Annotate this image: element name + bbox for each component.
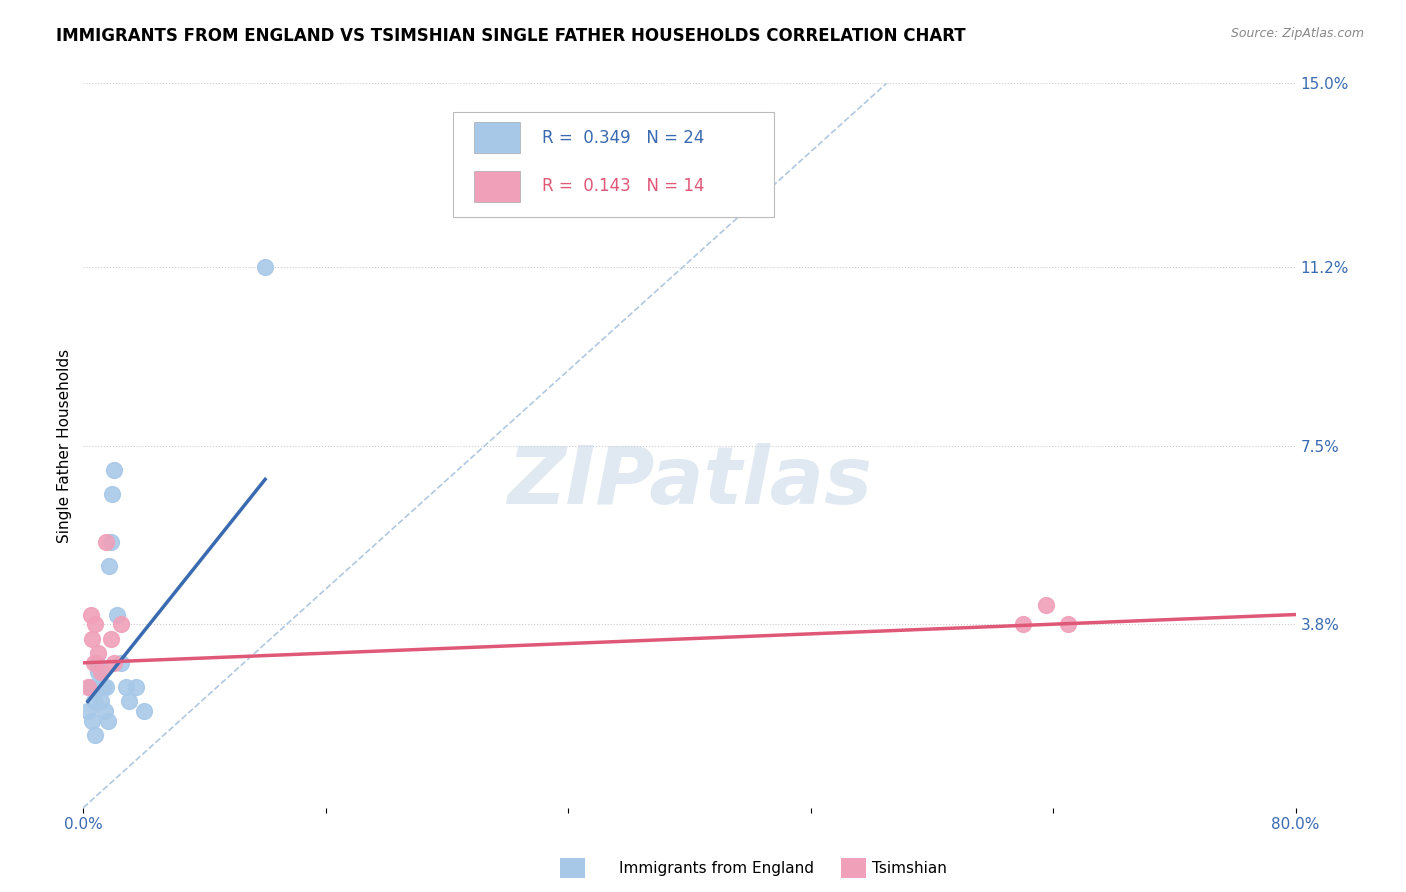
Point — [101, 487, 124, 501]
Text: Source: ZipAtlas.com: Source: ZipAtlas.com — [1230, 27, 1364, 40]
Point — [80, 680, 103, 694]
Point — [103, 463, 125, 477]
Point — [91, 680, 114, 694]
Y-axis label: Single Father Households: Single Father Households — [58, 349, 72, 542]
Bar — [474, 122, 520, 153]
Point — [100, 632, 122, 646]
Point — [100, 535, 122, 549]
Point — [82, 714, 104, 728]
Point — [1057, 617, 1080, 632]
Point — [82, 632, 104, 646]
Point — [90, 694, 112, 708]
Point — [254, 260, 277, 274]
Point — [86, 656, 108, 670]
Point — [84, 728, 107, 742]
Point — [84, 617, 107, 632]
Point — [80, 607, 103, 622]
Text: Immigrants from England: Immigrants from England — [619, 861, 814, 876]
Point — [1035, 598, 1057, 612]
Point — [103, 656, 125, 670]
Bar — [474, 170, 520, 202]
Text: R =  0.143   N = 14: R = 0.143 N = 14 — [541, 178, 704, 195]
Point — [98, 559, 121, 574]
Text: R =  0.349   N = 24: R = 0.349 N = 24 — [541, 128, 704, 146]
Point — [110, 617, 132, 632]
Point — [87, 665, 110, 680]
Point — [94, 680, 117, 694]
Point — [76, 704, 98, 718]
Point — [83, 694, 105, 708]
FancyBboxPatch shape — [453, 112, 775, 218]
Point — [87, 646, 110, 660]
Text: Tsimshian: Tsimshian — [872, 861, 946, 876]
Point — [1011, 617, 1033, 632]
Point — [93, 704, 115, 718]
Point — [125, 680, 148, 694]
Point — [96, 714, 118, 728]
Point — [76, 680, 98, 694]
Point — [89, 680, 111, 694]
Point — [110, 656, 132, 670]
Text: ZIPatlas: ZIPatlas — [508, 442, 872, 521]
Text: IMMIGRANTS FROM ENGLAND VS TSIMSHIAN SINGLE FATHER HOUSEHOLDS CORRELATION CHART: IMMIGRANTS FROM ENGLAND VS TSIMSHIAN SIN… — [56, 27, 966, 45]
Point — [114, 680, 136, 694]
Point — [94, 535, 117, 549]
Point — [90, 665, 112, 680]
Point — [83, 656, 105, 670]
Point — [105, 607, 128, 622]
Point — [118, 694, 141, 708]
Point — [132, 704, 155, 718]
